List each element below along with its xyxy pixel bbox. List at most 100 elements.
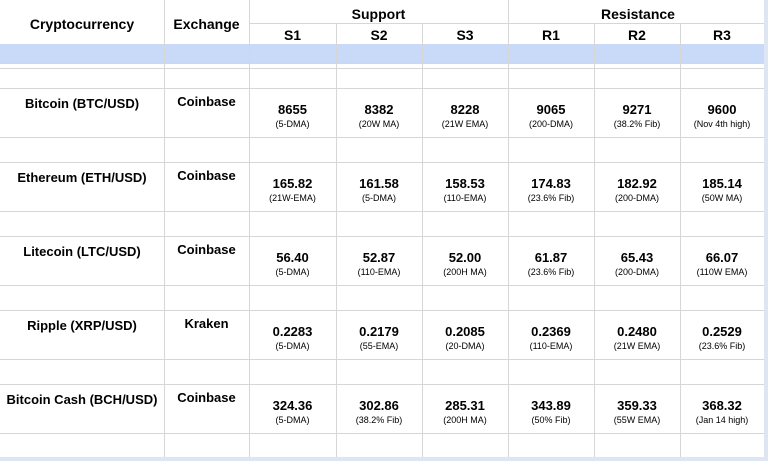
- level-cell: 324.36 (5-DMA): [249, 398, 336, 426]
- level-cell: 368.32 (Jan 14 high): [680, 398, 764, 426]
- level-value: 61.87: [534, 250, 568, 265]
- level-cell: 52.87 (110-EMA): [336, 250, 422, 278]
- grid-line: [0, 137, 768, 138]
- exchange-name: Coinbase: [177, 390, 236, 405]
- level-value: 161.58: [359, 176, 399, 191]
- level-note: (5-DMA): [275, 267, 310, 277]
- level-note: (21W-EMA): [269, 193, 316, 203]
- level-value: 165.82: [272, 176, 313, 191]
- level-note: (38.2% Fib): [613, 119, 661, 129]
- level-note: (23.6% Fib): [527, 193, 575, 203]
- level-cell: 285.31 (200H MA): [422, 398, 508, 426]
- grid-line: [164, 0, 165, 461]
- grid-line: [0, 285, 768, 286]
- level-cell: 182.92 (200-DMA): [594, 176, 680, 204]
- crypto-name: Ethereum (ETH/USD): [17, 170, 147, 185]
- exchange-name: Kraken: [184, 316, 229, 331]
- crypto-name: Bitcoin (BTC/USD): [24, 96, 140, 111]
- level-note: (200-DMA): [614, 193, 659, 203]
- level-cell: 161.58 (5-DMA): [336, 176, 422, 204]
- level-value: 158.53: [445, 176, 485, 191]
- grid-line: [594, 24, 595, 461]
- grid-line: [422, 24, 423, 461]
- level-cell: 185.14 (50W MA): [680, 176, 764, 204]
- level-value: 368.32: [702, 398, 742, 413]
- level-value: 9600: [707, 102, 737, 117]
- level-note: (38.2% Fib): [355, 415, 403, 425]
- grid-line: [0, 68, 768, 69]
- level-value: 174.83: [531, 176, 571, 191]
- crypto-name: Bitcoin Cash (BCH/USD): [6, 392, 158, 407]
- level-value: 8382: [364, 102, 394, 117]
- grid-line: [0, 359, 768, 360]
- grid-line: [0, 236, 768, 237]
- level-note: (5-DMA): [275, 119, 310, 129]
- level-note: (200-DMA): [614, 267, 659, 277]
- header-r3: R3: [713, 27, 731, 43]
- level-note: (200H MA): [443, 415, 487, 425]
- grid-line: [0, 63, 768, 64]
- level-note: (5-DMA): [275, 415, 310, 425]
- level-cell: 9271 (38.2% Fib): [594, 102, 680, 130]
- level-cell: 302.86 (38.2% Fib): [336, 398, 422, 426]
- grid-line: [336, 24, 337, 461]
- level-cell: 165.82 (21W-EMA): [249, 176, 336, 204]
- level-note: (200-DMA): [528, 119, 573, 129]
- level-note: (110-EMA): [357, 267, 401, 277]
- level-cell: 8382 (20W MA): [336, 102, 422, 130]
- level-value: 285.31: [445, 398, 485, 413]
- header-s2: S2: [370, 27, 388, 43]
- grid-line: [0, 433, 768, 434]
- grid-line: [249, 23, 768, 24]
- level-cell: 9065 (200-DMA): [508, 102, 594, 130]
- header-crypto: Cryptocurrency: [29, 16, 135, 32]
- header-band: [0, 44, 768, 63]
- scroll-edge: [0, 457, 768, 461]
- level-value: 182.92: [617, 176, 657, 191]
- level-note: (5-DMA): [275, 341, 310, 351]
- level-cell: 343.89 (50% Fib): [508, 398, 594, 426]
- header-r1: R1: [542, 27, 560, 43]
- level-cell: 66.07 (110W EMA): [680, 250, 764, 278]
- level-note: (55W EMA): [613, 415, 661, 425]
- grid-line: [0, 211, 768, 212]
- level-value: 343.89: [531, 398, 571, 413]
- level-value: 185.14: [702, 176, 742, 191]
- level-cell: 0.2283 (5-DMA): [249, 324, 336, 352]
- grid-line: [0, 162, 768, 163]
- level-note: (55-EMA): [359, 341, 399, 351]
- level-note: (5-DMA): [362, 193, 396, 203]
- level-note: (Jan 14 high): [695, 415, 749, 425]
- level-cell: 8655 (5-DMA): [249, 102, 336, 130]
- level-value: 9065: [536, 102, 566, 117]
- level-value: 8228: [450, 102, 480, 117]
- level-cell: 52.00 (200H MA): [422, 250, 508, 278]
- level-note: (23.6% Fib): [698, 341, 746, 351]
- level-note: (50% Fib): [531, 415, 571, 425]
- grid-line: [0, 310, 768, 311]
- level-cell: 65.43 (200-DMA): [594, 250, 680, 278]
- level-cell: 8228 (21W EMA): [422, 102, 508, 130]
- level-value: 0.2369: [531, 324, 571, 339]
- level-cell: 158.53 (110-EMA): [422, 176, 508, 204]
- level-value: 8655: [278, 102, 307, 117]
- level-note: (Nov 4th high): [693, 119, 751, 129]
- exchange-name: Coinbase: [177, 242, 236, 257]
- level-cell: 174.83 (23.6% Fib): [508, 176, 594, 204]
- level-value: 0.2085: [445, 324, 485, 339]
- header-s1: S1: [283, 27, 302, 43]
- level-note: (110-EMA): [443, 193, 487, 203]
- grid-line: [680, 24, 681, 461]
- grid-line: [249, 0, 250, 461]
- header-support: Support: [351, 6, 406, 22]
- level-cell: 61.87 (23.6% Fib): [508, 250, 594, 278]
- crypto-name: Ripple (XRP/USD): [27, 318, 137, 333]
- level-note: (200H MA): [443, 267, 487, 277]
- level-cell: 0.2480 (21W EMA): [594, 324, 680, 352]
- grid-line: [0, 384, 768, 385]
- level-value: 52.87: [362, 250, 396, 265]
- level-cell: 56.40 (5-DMA): [249, 250, 336, 278]
- level-value: 324.36: [272, 398, 313, 413]
- level-value: 359.33: [617, 398, 657, 413]
